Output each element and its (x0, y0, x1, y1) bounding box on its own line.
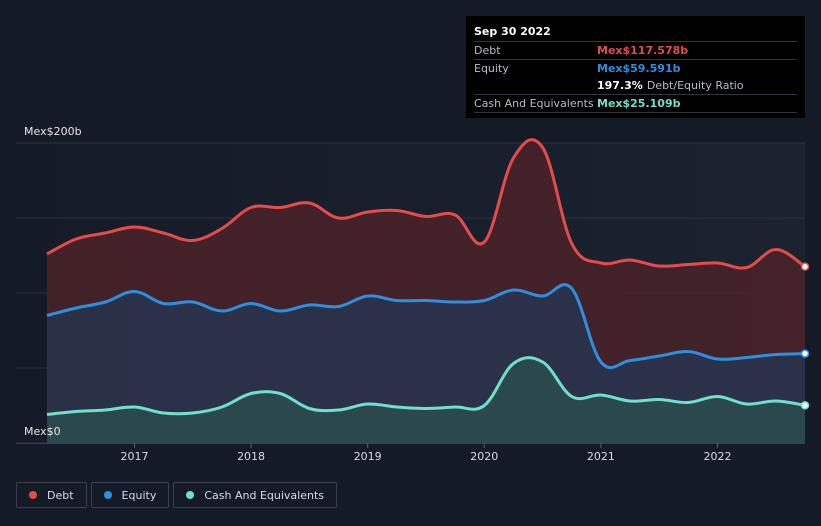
chart-legend: Debt Equity Cash And Equivalents (16, 482, 337, 508)
x-tick-label: 2019 (354, 450, 382, 463)
tooltip-debt-value: Mex$117.578b (597, 44, 689, 57)
tooltip-row-ratio: 197.3% Debt/Equity Ratio (474, 77, 797, 94)
x-tick-label: 2021 (587, 450, 615, 463)
x-tick-label: 2018 (237, 450, 265, 463)
x-tick-label: 2017 (120, 450, 148, 463)
legend-item-debt[interactable]: Debt (16, 482, 87, 508)
y-axis-bottom-label: Mex$0 (24, 425, 61, 438)
tooltip-equity-label: Equity (474, 62, 509, 75)
endpoint-debt (800, 262, 810, 271)
y-axis-top-label: Mex$200b (24, 125, 82, 138)
line-equity (46, 283, 806, 370)
series-lines (46, 138, 806, 416)
tooltip-row-cash: Cash And Equivalents Mex$25.109b (474, 94, 797, 113)
legend-debt-label: Debt (47, 488, 74, 502)
tooltip-debt-label: Debt (474, 44, 501, 57)
legend-equity-marker (103, 491, 112, 499)
legend-equity-label: Equity (121, 488, 157, 502)
legend-cash-marker (186, 491, 195, 499)
tooltip-row-equity: Equity Mex$59.591b (474, 59, 797, 77)
x-tick-label: 2020 (470, 450, 498, 463)
x-axis: 2017 2018 2019 2020 2021 2022 (120, 443, 732, 463)
tooltip-ratio-label: Debt/Equity Ratio (646, 79, 744, 92)
area-cash (47, 357, 805, 443)
tooltip-cash-label: Cash And Equivalents (474, 97, 594, 110)
tooltip-date: Sep 30 2022 (474, 25, 551, 38)
tooltip-equity-value: Mex$59.591b (597, 62, 681, 75)
legend-item-equity[interactable]: Equity (90, 482, 170, 508)
tooltip-ratio-value: 197.3% (597, 79, 643, 92)
tooltip-row-debt: Debt Mex$117.578b (474, 41, 797, 59)
legend-debt-marker (29, 491, 37, 499)
endpoint-cash (800, 401, 810, 410)
tooltip-cash-value: Mex$25.109b (597, 97, 681, 110)
legend-item-cash[interactable]: Cash And Equivalents (173, 482, 337, 508)
line-debt (46, 138, 806, 270)
legend-cash-label: Cash And Equivalents (204, 488, 324, 502)
line-cash (46, 356, 806, 416)
series-endpoints (800, 262, 810, 410)
endpoint-equity (800, 349, 810, 358)
x-tick-label: 2022 (704, 450, 732, 463)
data-tooltip: Sep 30 2022 Debt Mex$117.578b Equity Mex… (466, 16, 805, 118)
